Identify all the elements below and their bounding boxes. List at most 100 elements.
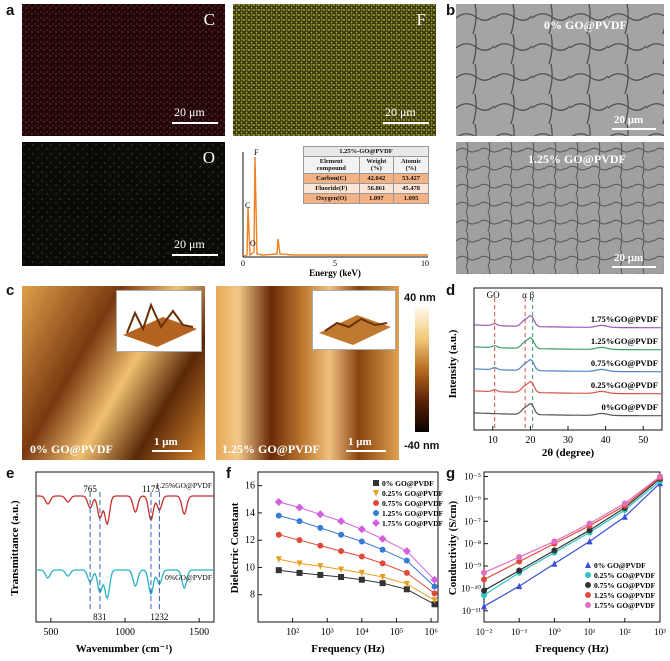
scale-bar-label: 20 μm: [385, 105, 416, 119]
plot-frame: [483, 471, 661, 623]
y-tick-label: 10⁻¹⁰: [461, 583, 481, 593]
legend-marker: [373, 490, 379, 497]
series-label: 1.75%GO@PVDF: [591, 314, 658, 324]
y-axis-label: Dielectric Constant: [229, 502, 241, 593]
series-label: 0%GO@PVDF: [601, 402, 658, 412]
peak-label-c: C: [245, 201, 250, 210]
legend-label: 0.25% GO@PVDF: [594, 571, 656, 580]
afm-3d-inset: [116, 290, 202, 352]
data-point: [358, 576, 365, 583]
table-cell: 1.095: [393, 193, 429, 204]
data-point: [295, 503, 304, 512]
data-point: [431, 597, 438, 604]
data-point: [551, 547, 558, 554]
scale-bar: [612, 266, 656, 268]
data-point: [358, 553, 365, 560]
ftir-series-line: [36, 495, 214, 526]
table-cell: Oxygen(O): [303, 193, 360, 204]
afm-label: 1.25% GO@PVDF: [222, 442, 320, 456]
data-point: [516, 582, 523, 590]
data-point: [317, 524, 324, 531]
y-tick-label: 16: [245, 481, 255, 492]
x-axis-label: 2θ (degree): [542, 447, 595, 459]
data-point: [516, 558, 523, 565]
series-label: 1.25%GO@PVDF: [591, 336, 658, 346]
legend-marker: [373, 500, 379, 506]
ftir-chart: 500 1000 1500 1.25%GO@PVDF 0%GO@PVDF 765 831 11…: [9, 471, 215, 655]
data-point: [379, 546, 386, 553]
ftir-series-line: [36, 569, 214, 600]
element-table: 1.25%-GO@PVDF Element compound Weight (%…: [303, 146, 429, 204]
x-axis-label: Frequency (Hz): [535, 643, 609, 655]
table-header: Element compound: [303, 156, 360, 174]
data-point: [551, 560, 558, 567]
edx-element-label: O: [202, 148, 215, 167]
edx-element-label: C: [203, 10, 215, 29]
data-point: [378, 534, 387, 543]
x-tick-label: 1500: [189, 627, 209, 638]
data-point: [338, 531, 345, 538]
series-line: [483, 480, 661, 596]
x-tick-label: 10³: [654, 627, 666, 637]
data-point: [337, 517, 346, 526]
table-cell: 42.042: [358, 173, 395, 184]
colorbar-min: -40 nm: [404, 440, 440, 452]
scale-bar: [346, 450, 386, 452]
peak-marker-label: α: [522, 290, 527, 300]
data-point: [403, 586, 410, 593]
scale-bar-label: 20 μm: [614, 114, 644, 126]
data-point: [296, 518, 303, 525]
panel-label-e: e: [6, 465, 15, 482]
data-point: [296, 569, 303, 576]
panel-label-f: f: [226, 465, 231, 482]
edx-map-oxygen: O 20 μm: [22, 142, 225, 266]
series-line: [483, 482, 661, 607]
peak-marker-label: β: [530, 290, 535, 300]
x-tick: 5: [333, 259, 337, 268]
x-axis-label: Energy (keV): [309, 268, 361, 278]
legend-label: 0.75% GO@PVDF: [594, 581, 656, 590]
data-point: [657, 473, 663, 480]
x-tick-label: 1000: [115, 627, 135, 638]
data-point: [551, 538, 558, 545]
data-point: [338, 574, 345, 580]
data-point: [481, 592, 487, 599]
series-line: [278, 515, 435, 587]
legend-marker: [373, 480, 379, 486]
dielectric-chart: 8 10 12 14 16 10² 10³ 10⁴ 10⁵ 10⁶ 0% GO@PVDF0.25% …: [229, 471, 444, 655]
panel-label-b: b: [446, 2, 456, 19]
data-point: [403, 569, 410, 576]
xrd-series-line: [473, 336, 662, 351]
data-point: [275, 512, 282, 519]
xrd-series-line: [473, 358, 662, 373]
series-label: 0.25%GO@PVDF: [591, 380, 658, 390]
y-axis-label: Conductivity (S/cm): [447, 500, 459, 595]
data-point: [516, 554, 523, 561]
x-tick-label: 10⁵: [390, 627, 404, 638]
edx-noise-fluorine: [233, 4, 436, 136]
peak-annotation: 1232: [150, 612, 168, 622]
x-tick-label: 40: [601, 435, 611, 446]
sem-image-125: 1.25% GO@PVDF 20 μm: [456, 142, 664, 274]
data-point: [296, 537, 303, 544]
sem-image-0: 0% GO@PVDF 20 μm: [456, 4, 664, 136]
data-point: [379, 580, 386, 587]
afm-colorbar: [415, 308, 429, 432]
y-tick-label: 10⁻⁹: [464, 561, 481, 571]
legend-marker: [585, 592, 591, 598]
legend-marker: [585, 582, 591, 588]
plot-frame: [35, 471, 215, 623]
data-point: [358, 569, 365, 577]
data-point: [379, 560, 386, 567]
table-cell: 53.427: [393, 173, 429, 184]
spectrum-line: [242, 156, 428, 257]
series-line: [278, 569, 435, 605]
edx-map-fluorine: F 20 μm: [233, 4, 436, 136]
legend-marker: [372, 519, 380, 527]
series-label: 1.25%GO@PVDF: [156, 481, 212, 490]
series-label: 0%GO@PVDF: [165, 573, 212, 582]
x-tick-label: 10⁰: [548, 627, 561, 637]
panel-label-a: a: [6, 2, 15, 19]
x-tick-label: 10²: [619, 627, 631, 637]
series-line: [483, 477, 661, 581]
